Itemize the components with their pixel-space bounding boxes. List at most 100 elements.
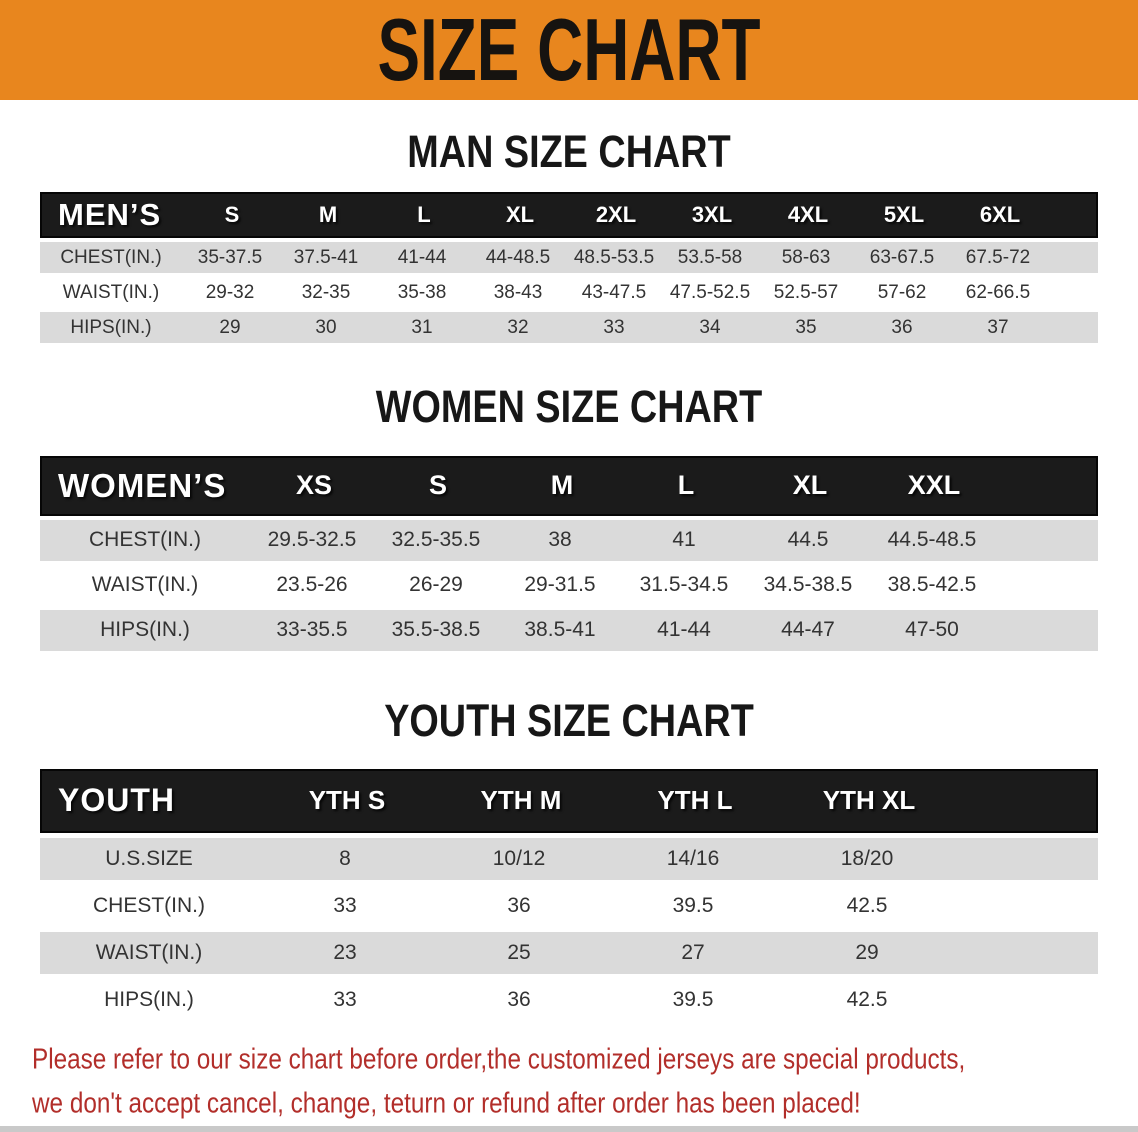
- value-cell: 29.5-32.5: [267, 528, 357, 552]
- value-cell: 37: [987, 316, 1009, 338]
- value-cell: 37.5-41: [293, 246, 359, 268]
- column-header-cell: M: [550, 470, 574, 501]
- value-cell: 57-62: [877, 281, 927, 303]
- column-header-cell: XL: [792, 470, 828, 501]
- value-cell: 43-47.5: [581, 281, 647, 303]
- value-cell: 29-31.5: [524, 573, 596, 597]
- bottom-edge-strip: [0, 1126, 1138, 1132]
- table-row: CHEST(IN.) 35-37.5 37.5-41 41-44 44-48.5 48.5…: [40, 242, 1098, 274]
- men-size-table: MEN’S S M L XL 2XL 3XL 4XL 5XL 6XL CHEST(IN.) 35-37…: [40, 192, 1098, 344]
- value-cell: 42.5: [846, 987, 888, 1011]
- value-cell: 33: [603, 316, 625, 338]
- value-cell: 39.5: [672, 987, 714, 1011]
- value-cell: 44-48.5: [485, 246, 551, 268]
- value-cell: 26-29: [409, 573, 463, 597]
- row-label-cell: U.S.SIZE: [105, 846, 193, 870]
- table-row: CHEST(IN.) 33 36 39.5 42.5: [40, 884, 1098, 927]
- table-header-row: MEN’S S M L XL 2XL 3XL 4XL 5XL 6XL: [40, 192, 1098, 239]
- value-cell: 38-43: [493, 281, 543, 303]
- value-cell: 63-67.5: [869, 246, 935, 268]
- value-cell: 29: [855, 940, 879, 964]
- value-cell: 32-35: [301, 281, 351, 303]
- value-cell: 14/16: [666, 846, 720, 870]
- column-header-cell: 3XL: [691, 202, 733, 228]
- value-cell: 44-47: [781, 618, 835, 642]
- value-cell: 44.5: [787, 528, 829, 552]
- value-cell: 35-37.5: [197, 246, 263, 268]
- table-header-row: YOUTH YTH S YTH M YTH L YTH XL: [40, 768, 1098, 833]
- column-header-cell: XXL: [907, 470, 961, 501]
- value-cell: 52.5-57: [773, 281, 839, 303]
- value-cell: 38: [548, 528, 572, 552]
- women-size-section: WOMEN SIZE CHART WOMEN’S XS S M L XL XXL CHEST(…: [0, 381, 1138, 651]
- table-header-row: WOMEN’S XS S M L XL XXL: [40, 455, 1098, 516]
- table-row: WAIST(IN.) 23.5-26 26-29 29-31.5 31.5-34.5 34…: [40, 564, 1098, 606]
- column-header-cell: 2XL: [595, 202, 637, 228]
- value-cell: 25: [507, 940, 531, 964]
- disclaimer: Please refer to our size chart before or…: [0, 1037, 1138, 1125]
- value-cell: 38.5-42.5: [887, 573, 977, 597]
- value-cell: 32.5-35.5: [391, 528, 481, 552]
- table-row: HIPS(IN.) 33 36 39.5 42.5: [40, 978, 1098, 1021]
- row-label-cell: HIPS(IN.): [100, 618, 190, 642]
- value-cell: 32: [507, 316, 529, 338]
- row-label-cell: WAIST(IN.): [62, 281, 160, 303]
- value-cell: 23.5-26: [276, 573, 348, 597]
- value-cell: 29-32: [205, 281, 255, 303]
- value-cell: 47.5-52.5: [669, 281, 751, 303]
- value-cell: 31: [411, 316, 433, 338]
- disclaimer-line-1: Please refer to our size chart before or…: [32, 1043, 966, 1075]
- value-cell: 53.5-58: [677, 246, 743, 268]
- value-cell: 8: [339, 846, 351, 870]
- value-cell: 33-35.5: [276, 618, 348, 642]
- value-cell: 36: [507, 893, 531, 917]
- value-cell: 35.5-38.5: [391, 618, 481, 642]
- column-header-cell: 4XL: [787, 202, 829, 228]
- page-title: SIZE CHART: [377, 0, 761, 100]
- column-header-cell: YTH S: [308, 785, 386, 816]
- column-header-cell: YTH XL: [822, 785, 916, 816]
- column-header-cell: L: [677, 470, 695, 501]
- column-header-cell: YTH L: [657, 785, 733, 816]
- value-cell: 41: [672, 528, 696, 552]
- row-label-cell: HIPS(IN.): [104, 987, 194, 1011]
- value-cell: 44.5-48.5: [887, 528, 977, 552]
- column-header-cell: S: [428, 470, 447, 501]
- row-label-cell: CHEST(IN.): [89, 528, 201, 552]
- value-cell: 23: [333, 940, 357, 964]
- table-title-cell: YOUTH: [58, 782, 175, 819]
- section-heading-youth: YOUTH SIZE CHART: [384, 694, 754, 746]
- section-heading-men: MAN SIZE CHART: [407, 126, 731, 177]
- table-row: HIPS(IN.) 33-35.5 35.5-38.5 38.5-41 41-44 44-…: [40, 609, 1098, 651]
- column-header-cell: YTH M: [480, 785, 562, 816]
- value-cell: 35: [795, 316, 817, 338]
- value-cell: 67.5-72: [965, 246, 1031, 268]
- column-header-cell: XS: [295, 470, 333, 501]
- value-cell: 10/12: [492, 846, 546, 870]
- value-cell: 33: [333, 893, 357, 917]
- value-cell: 34: [699, 316, 721, 338]
- value-cell: 39.5: [672, 893, 714, 917]
- column-header-cell: XL: [505, 202, 535, 228]
- value-cell: 38.5-41: [524, 618, 596, 642]
- table-row: U.S.SIZE 8 10/12 14/16 18/20: [40, 837, 1098, 880]
- table-row: WAIST(IN.) 23 25 27 29: [40, 931, 1098, 974]
- youth-size-section: YOUTH SIZE CHART YOUTH YTH S YTH M YTH L YTH…: [0, 694, 1138, 1021]
- banner: SIZE CHART: [0, 0, 1138, 100]
- value-cell: 33: [333, 987, 357, 1011]
- column-header-cell: S: [224, 202, 240, 228]
- value-cell: 31.5-34.5: [639, 573, 729, 597]
- men-size-section: MAN SIZE CHART MEN’S S M L XL 2XL 3XL 4XL 5XL 6XL…: [0, 126, 1138, 344]
- women-size-table: WOMEN’S XS S M L XL XXL CHEST(IN.) 29.5-32.5 32.5…: [40, 455, 1098, 651]
- table-title-cell: WOMEN’S: [58, 466, 227, 504]
- column-header-cell: L: [417, 202, 431, 228]
- youth-size-table: YOUTH YTH S YTH M YTH L YTH XL U.S.SIZE 8 10/12…: [40, 768, 1098, 1021]
- value-cell: 47-50: [905, 618, 959, 642]
- value-cell: 34.5-38.5: [763, 573, 853, 597]
- table-row: HIPS(IN.) 29 30 31 32 33 34 35 36 37: [40, 312, 1098, 344]
- value-cell: 41-44: [657, 618, 711, 642]
- value-cell: 48.5-53.5: [573, 246, 655, 268]
- disclaimer-line-2: we don't accept cancel, change, teturn o…: [32, 1087, 861, 1119]
- table-title-cell: MEN’S: [58, 197, 162, 233]
- value-cell: 36: [507, 987, 531, 1011]
